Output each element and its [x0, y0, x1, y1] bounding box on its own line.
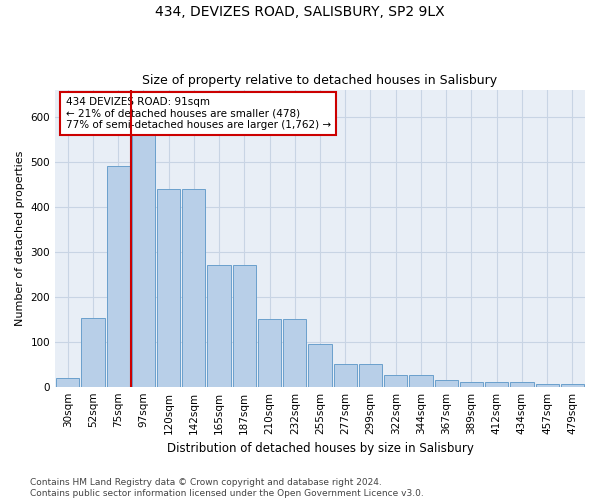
Bar	[81, 318, 104, 386]
Bar	[561, 384, 584, 386]
Bar	[233, 265, 256, 386]
Bar	[208, 265, 230, 386]
Bar	[308, 344, 332, 387]
Bar	[258, 319, 281, 386]
Bar	[536, 384, 559, 386]
Bar	[107, 166, 130, 386]
Bar	[409, 376, 433, 386]
X-axis label: Distribution of detached houses by size in Salisbury: Distribution of detached houses by size …	[167, 442, 473, 455]
Bar	[434, 380, 458, 386]
Bar	[511, 382, 533, 386]
Bar	[157, 188, 180, 386]
Bar	[460, 382, 483, 386]
Text: 434 DEVIZES ROAD: 91sqm
← 21% of detached houses are smaller (478)
77% of semi-d: 434 DEVIZES ROAD: 91sqm ← 21% of detache…	[65, 97, 331, 130]
Bar	[182, 188, 205, 386]
Bar	[334, 364, 357, 386]
Bar	[132, 128, 155, 386]
Text: 434, DEVIZES ROAD, SALISBURY, SP2 9LX: 434, DEVIZES ROAD, SALISBURY, SP2 9LX	[155, 5, 445, 19]
Title: Size of property relative to detached houses in Salisbury: Size of property relative to detached ho…	[142, 74, 497, 87]
Y-axis label: Number of detached properties: Number of detached properties	[15, 150, 25, 326]
Bar	[359, 364, 382, 386]
Bar	[56, 378, 79, 386]
Bar	[384, 376, 407, 386]
Text: Contains HM Land Registry data © Crown copyright and database right 2024.
Contai: Contains HM Land Registry data © Crown c…	[30, 478, 424, 498]
Bar	[283, 319, 307, 386]
Bar	[485, 382, 508, 386]
